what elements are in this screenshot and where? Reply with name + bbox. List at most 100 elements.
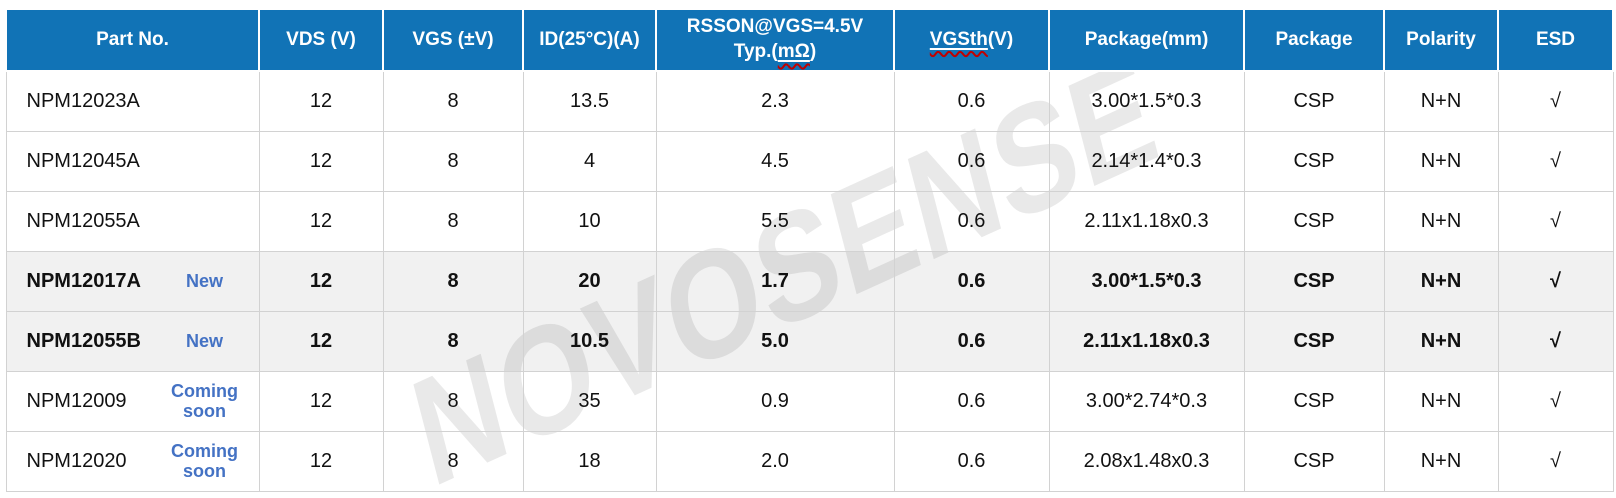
vgsth-value: 0.6	[893, 250, 1050, 312]
rsson-value: 1.7	[655, 250, 895, 312]
part-no-cell: NPM12017A New	[5, 250, 260, 312]
package-mm-value: 2.11x1.18x0.3	[1048, 190, 1245, 252]
part-no: NPM12023A	[26, 89, 140, 112]
col-header-polarity: Polarity	[1383, 8, 1499, 72]
esd-check: √	[1497, 190, 1614, 252]
coming-soon-badge: Coming soon	[171, 440, 238, 481]
vds-value: 12	[258, 70, 384, 132]
package-mm-value: 2.08x1.48x0.3	[1048, 430, 1245, 492]
col-header-rsson: RSSON@VGS=4.5V Typ.(mΩ)	[655, 8, 895, 72]
vgs-value: 8	[382, 190, 524, 252]
vgsth-value: 0.6	[893, 310, 1050, 372]
part-no-cell: NPM12023A	[5, 70, 260, 132]
esd-check: √	[1497, 70, 1614, 132]
new-badge: New	[185, 270, 223, 291]
rsson-value: 2.3	[655, 70, 895, 132]
rsson-value: 0.9	[655, 370, 895, 432]
vds-value: 12	[258, 430, 384, 492]
esd-check: √	[1497, 250, 1614, 312]
polarity-value: N+N	[1383, 190, 1499, 252]
col-header-part-no: Part No.	[5, 8, 260, 72]
package-value: CSP	[1243, 70, 1385, 132]
new-badge: New	[185, 330, 223, 351]
esd-check: √	[1497, 310, 1614, 372]
id-value: 10	[522, 190, 657, 252]
rsson-unit: mΩ	[777, 41, 810, 62]
polarity-value: N+N	[1383, 310, 1499, 372]
header-row: Part No. VDS (V) VGS (±V) ID(25°C)(A) RS…	[5, 8, 1614, 72]
id-value: 20	[522, 250, 657, 312]
vgsth-value: 0.6	[893, 430, 1050, 492]
vds-value: 12	[258, 370, 384, 432]
col-header-package-mm: Package(mm)	[1048, 8, 1245, 72]
vgs-value: 8	[382, 430, 524, 492]
vds-value: 12	[258, 310, 384, 372]
package-mm-value: 3.00*2.74*0.3	[1048, 370, 1245, 432]
part-no-cell: NPM12055B New	[5, 310, 260, 372]
table-row: NPM12023A 12 8 13.5 2.3 0.6 3.00*1.5*0.3…	[5, 70, 1614, 132]
vgs-value: 8	[382, 130, 524, 192]
part-no-cell: NPM12055A	[5, 190, 260, 252]
table-row-highlight-new: NPM12055B New 12 8 10.5 5.0 0.6 2.11x1.18…	[5, 310, 1614, 372]
col-header-id: ID(25°C)(A)	[522, 8, 657, 72]
col-header-vgsth: VGSth(V)	[893, 8, 1050, 72]
polarity-value: N+N	[1383, 370, 1499, 432]
vgsth-value: 0.6	[893, 70, 1050, 132]
package-mm-value: 3.00*1.5*0.3	[1048, 250, 1245, 312]
polarity-value: N+N	[1383, 130, 1499, 192]
id-value: 10.5	[522, 310, 657, 372]
package-value: CSP	[1243, 430, 1385, 492]
id-value: 4	[522, 130, 657, 192]
package-value: CSP	[1243, 130, 1385, 192]
esd-check: √	[1497, 430, 1614, 492]
part-no: NPM12055B	[26, 329, 142, 352]
esd-check: √	[1497, 130, 1614, 192]
part-no: NPM12045A	[26, 149, 140, 172]
part-no: NPM12055A	[26, 209, 140, 232]
col-header-vds: VDS (V)	[258, 8, 384, 72]
package-value: CSP	[1243, 190, 1385, 252]
rsson-value: 5.0	[655, 310, 895, 372]
vgs-value: 8	[382, 250, 524, 312]
part-no-cell: NPM12045A	[5, 130, 260, 192]
package-value: CSP	[1243, 310, 1385, 372]
vgs-value: 8	[382, 370, 524, 432]
vds-value: 12	[258, 190, 384, 252]
mosfet-spec-table: Part No. VDS (V) VGS (±V) ID(25°C)(A) RS…	[5, 8, 1614, 492]
vgsth-value: 0.6	[893, 370, 1050, 432]
part-no-cell: NPM12020 Coming soon	[5, 430, 260, 492]
col-header-vgs: VGS (±V)	[382, 8, 524, 72]
part-no-cell: NPM12009 Coming soon	[5, 370, 260, 432]
polarity-value: N+N	[1383, 70, 1499, 132]
rsson-value: 5.5	[655, 190, 895, 252]
vgs-value: 8	[382, 310, 524, 372]
vds-value: 12	[258, 250, 384, 312]
package-mm-value: 2.14*1.4*0.3	[1048, 130, 1245, 192]
part-no: NPM12017A	[26, 269, 142, 292]
rsson-line1: RSSON@VGS=4.5V	[686, 16, 864, 38]
coming-soon-badge: Coming soon	[171, 380, 238, 421]
table-row: NPM12020 Coming soon 12 8 18 2.0 0.6 2.08…	[5, 430, 1614, 492]
package-mm-value: 2.11x1.18x0.3	[1048, 310, 1245, 372]
polarity-value: N+N	[1383, 250, 1499, 312]
part-no: NPM12020	[26, 449, 127, 472]
vgs-value: 8	[382, 70, 524, 132]
table-row: NPM12045A 12 8 4 4.5 0.6 2.14*1.4*0.3 CS…	[5, 130, 1614, 192]
package-mm-value: 3.00*1.5*0.3	[1048, 70, 1245, 132]
rsson-value: 2.0	[655, 430, 895, 492]
part-no: NPM12009	[26, 389, 127, 412]
id-value: 18	[522, 430, 657, 492]
rsson-line2: Typ.(mΩ)	[733, 41, 817, 62]
id-value: 13.5	[522, 70, 657, 132]
table-row-highlight-new: NPM12017A New 12 8 20 1.7 0.6 3.00*1.5*0.…	[5, 250, 1614, 312]
esd-check: √	[1497, 370, 1614, 432]
table-row: NPM12055A 12 8 10 5.5 0.6 2.11x1.18x0.3 …	[5, 190, 1614, 252]
col-header-esd: ESD	[1497, 8, 1614, 72]
rsson-value: 4.5	[655, 130, 895, 192]
id-value: 35	[522, 370, 657, 432]
polarity-value: N+N	[1383, 430, 1499, 492]
vgsth-value: 0.6	[893, 130, 1050, 192]
package-value: CSP	[1243, 250, 1385, 312]
vgsth-value: 0.6	[893, 190, 1050, 252]
